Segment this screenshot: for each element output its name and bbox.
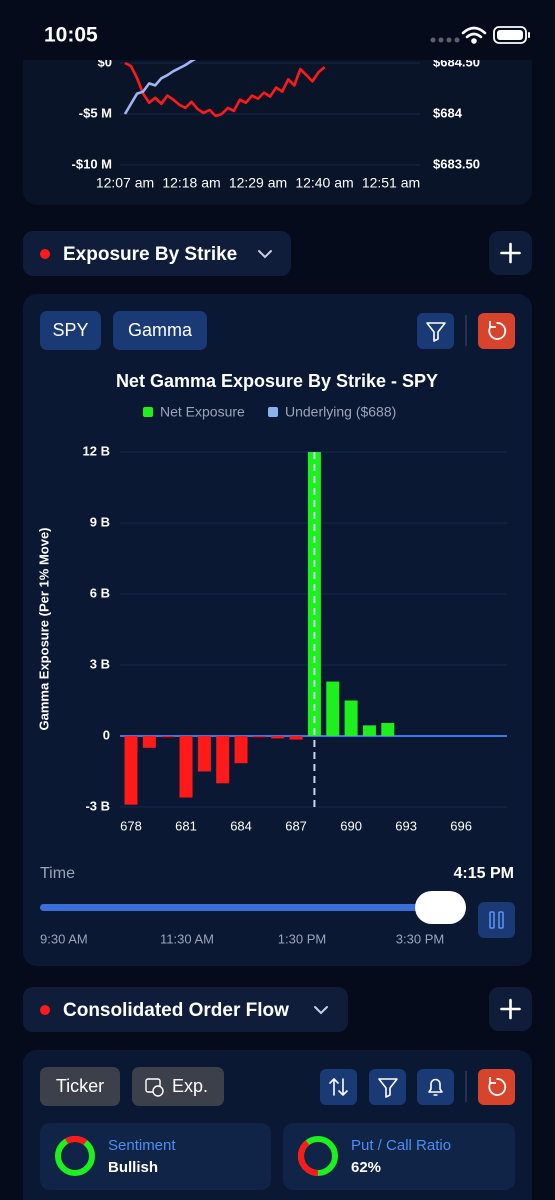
signal-icon [430, 37, 460, 43]
bar [381, 722, 395, 736]
x-tick-label: 687 [285, 818, 307, 833]
section-title: Exposure By Strike [63, 244, 237, 265]
y-tick-label: 12 B [83, 443, 110, 458]
status-time: 10:05 [44, 24, 98, 47]
button-label: SPY [52, 320, 88, 340]
chart-title: Net Gamma Exposure By Strike - SPY [116, 371, 438, 391]
button-label: Ticker [56, 1076, 104, 1096]
bar [271, 736, 285, 739]
x-tick-label: 12:40 am [295, 175, 353, 191]
bar [216, 736, 230, 784]
section-dropdown[interactable]: Exposure By Strike [23, 231, 291, 276]
y-axis-label: Gamma Exposure (Per 1% Move) [36, 527, 51, 730]
legend-swatch [143, 407, 153, 417]
flow-chart-card [23, 30, 532, 205]
filter-button[interactable] [369, 1069, 406, 1105]
slider-ticks: 9:30 AM 11:30 AM 1:30 PM 3:30 PM [40, 931, 444, 946]
x-tick-label: 678 [120, 818, 142, 833]
x-tick-label: 693 [395, 818, 417, 833]
exposure-card [23, 294, 532, 966]
bar [142, 736, 156, 748]
bar [252, 736, 266, 738]
y2-tick-label: $684.50 [433, 54, 480, 69]
legend-label: Net Exposure [160, 404, 245, 420]
slider-label: Time [40, 865, 75, 882]
bar [197, 736, 211, 772]
reset-button[interactable] [478, 313, 515, 349]
filter-button[interactable] [417, 313, 454, 349]
stat-value: 62% [351, 1159, 381, 1176]
x-tick-label: 681 [175, 818, 197, 833]
bar [124, 736, 138, 805]
greek-button[interactable]: Gamma [113, 311, 207, 350]
bar [362, 725, 376, 736]
bar [161, 736, 175, 738]
legend-swatch [268, 407, 278, 417]
x-tick-label: 690 [340, 818, 362, 833]
slider-value: 4:15 PM [454, 865, 514, 882]
alert-button[interactable] [417, 1069, 454, 1105]
bar [289, 736, 303, 740]
x-tick-label: 684 [230, 818, 252, 833]
slider-tick-label: 3:30 PM [396, 931, 444, 946]
sort-button[interactable] [320, 1069, 357, 1105]
status-bar [0, 0, 555, 60]
slider-tick-label: 11:30 AM [160, 931, 214, 946]
slider-tick-label: 1:30 PM [278, 931, 326, 946]
y-tick-label: 0 [103, 727, 110, 742]
expiry-button[interactable]: Exp. [132, 1067, 224, 1106]
wifi-icon [461, 26, 487, 44]
stat-label: Put / Call Ratio [351, 1137, 451, 1154]
stat-card: Put / Call Ratio 62% [283, 1123, 515, 1190]
slider-knob[interactable] [415, 891, 466, 924]
y-tick-label: 6 B [90, 585, 110, 600]
bar [307, 452, 321, 736]
reset-button[interactable] [478, 1069, 515, 1105]
add-button[interactable] [489, 231, 532, 275]
bar [344, 700, 358, 736]
stat-value: Bullish [108, 1159, 158, 1176]
y-tick-label: -3 B [85, 798, 110, 813]
ticker-button[interactable]: SPY [40, 311, 101, 350]
add-button[interactable] [489, 987, 532, 1031]
y-tick-label: -$5 M [79, 105, 112, 120]
y-tick-label: 9 B [90, 514, 110, 529]
y-tick-label: 3 B [90, 656, 110, 671]
flow-chart: $0 -$5 M -$10 M $684.50 $684 $683.50 12:07 am 1… [72, 54, 480, 191]
slider-track[interactable] [40, 904, 440, 911]
ticker-button[interactable]: Ticker [40, 1067, 120, 1106]
line-series [124, 61, 326, 118]
button-label: Exp. [172, 1076, 208, 1096]
stat-label: Sentiment [108, 1137, 176, 1154]
line-series [123, 58, 200, 115]
x-tick-label: 12:51 am [362, 175, 420, 191]
y-tick-label: $0 [98, 54, 112, 69]
bar [234, 736, 248, 764]
y-tick-label: -$10 M [72, 156, 112, 171]
x-tick-label: 12:18 am [162, 175, 220, 191]
x-tick-label: 696 [450, 818, 472, 833]
slider-tick-label: 9:30 AM [40, 931, 88, 946]
pause-button[interactable] [478, 902, 515, 938]
legend-label: Underlying ($688) [285, 404, 396, 420]
exposure-chart: Net Gamma Exposure By Strike - SPY Net Ex… [36, 371, 507, 833]
bar [326, 681, 340, 736]
x-tick-label: 12:07 am [96, 175, 154, 191]
button-label: Gamma [128, 320, 193, 340]
battery-icon [493, 26, 530, 44]
stat-card: Sentiment Bullish [40, 1123, 271, 1190]
x-tick-label: 12:29 am [229, 175, 287, 191]
y2-tick-label: $684 [433, 105, 463, 120]
section-dropdown[interactable]: Consolidated Order Flow [23, 987, 348, 1032]
bar [179, 736, 193, 798]
section-title: Consolidated Order Flow [63, 1000, 289, 1021]
y2-tick-label: $683.50 [433, 156, 480, 171]
